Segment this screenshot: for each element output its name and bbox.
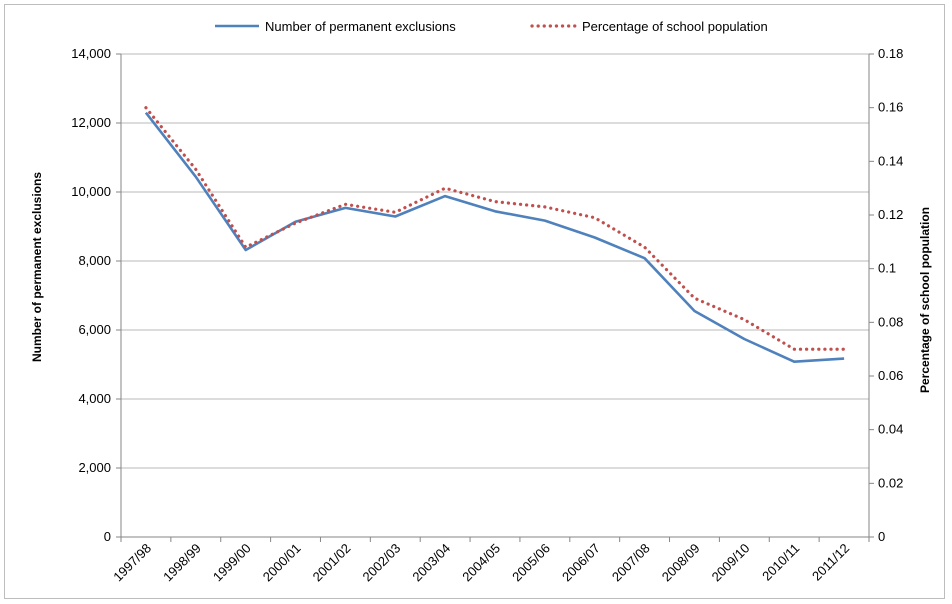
right-tick-label: 0.04 [878, 422, 903, 437]
axes [120, 54, 870, 538]
right-tick-label: 0.1 [878, 261, 896, 276]
right-tick-label: 0.06 [878, 368, 903, 383]
x-axis-ticks: 1997/98 1998/99 1999/00 2000/01 2001/02 2002/… [110, 537, 870, 585]
x-tick-label: 2011/12 [809, 541, 852, 584]
gridlines [121, 53, 869, 469]
x-tick-label: 2010/11 [759, 541, 802, 584]
right-tick-label: 0.08 [878, 314, 903, 329]
right-tick-label: 0.14 [878, 153, 903, 168]
x-tick-label: 2005/06 [509, 541, 553, 585]
right-tick-label: 0.12 [878, 207, 903, 222]
series-lines [144, 106, 846, 364]
left-axis-ticks: 0 2,000 4,000 6,000 8,000 10,000 12,000 14,000 [71, 46, 121, 544]
chart-frame: 0 2,000 4,000 6,000 8,000 10,000 12,000 14,000 … [4, 4, 945, 599]
x-tick-label: 2000/01 [260, 541, 304, 585]
left-tick-label: 8,000 [78, 253, 111, 268]
right-tick-label: 0.18 [878, 46, 903, 61]
x-tick-label: 2007/08 [609, 541, 653, 585]
x-tick-label: 1997/98 [110, 541, 154, 585]
x-tick-label: 1998/99 [160, 541, 204, 585]
x-tick-label: 2002/03 [360, 541, 404, 585]
legend-label-exclusions: Number of permanent exclusions [265, 19, 456, 34]
right-tick-label: 0 [878, 529, 885, 544]
left-tick-label: 12,000 [71, 115, 111, 130]
legend-label-percentage: Percentage of school population [582, 19, 768, 34]
x-tick-label: 2009/10 [709, 541, 753, 585]
right-axis-ticks: 0 0.02 0.04 0.06 0.08 0.1 0.12 0.14 0.16 0.18 [869, 46, 903, 544]
legend: Number of permanent exclusions Percentage… [215, 19, 768, 34]
x-tick-label: 2006/07 [559, 541, 603, 585]
left-tick-label: 10,000 [71, 184, 111, 199]
left-tick-label: 6,000 [78, 322, 111, 337]
right-axis-title: Percentage of school population [918, 207, 932, 393]
percentage-series-line [144, 106, 846, 351]
x-tick-label: 2003/04 [409, 541, 453, 585]
left-tick-label: 14,000 [71, 46, 111, 61]
left-tick-label: 2,000 [78, 460, 111, 475]
line-chart: 02,0004,0006,0008,00010,00012,00014,000 … [30, 19, 932, 585]
right-tick-label: 0.02 [878, 475, 903, 490]
left-axis-title: Number of permanent exclusions [30, 172, 44, 362]
x-tick-label: 1999/00 [210, 541, 254, 585]
left-tick-label: 4,000 [78, 391, 111, 406]
x-tick-label: 2001/02 [310, 541, 354, 585]
x-tick-label: 2008/09 [659, 541, 703, 585]
left-tick-label: 0 [104, 529, 111, 544]
right-tick-label: 0.16 [878, 100, 903, 115]
x-tick-label: 2004/05 [459, 541, 503, 585]
exclusions-series-line [144, 111, 845, 364]
